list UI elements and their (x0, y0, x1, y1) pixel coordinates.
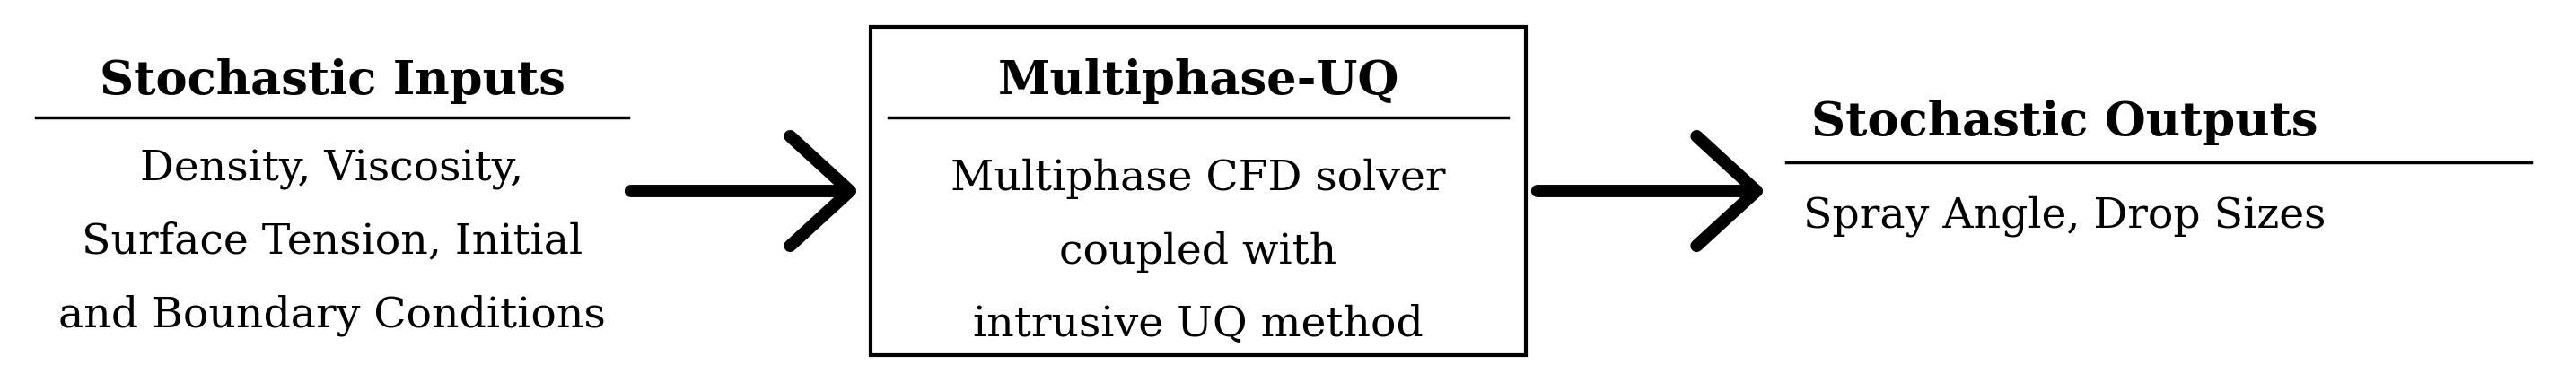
Text: Stochastic Outputs: Stochastic Outputs (1811, 99, 2318, 145)
Text: Density, Viscosity,
Surface Tension, Initial
and Boundary Conditions: Density, Viscosity, Surface Tension, Ini… (59, 150, 605, 337)
Text: Spray Angle, Drop Sizes: Spray Angle, Drop Sizes (1803, 196, 2326, 236)
Bar (871, 27, 1525, 355)
Text: Multiphase-UQ: Multiphase-UQ (997, 59, 1399, 104)
Text: Stochastic Inputs: Stochastic Inputs (100, 59, 564, 104)
Text: Multiphase CFD solver
coupled with
intrusive UQ method: Multiphase CFD solver coupled with intru… (951, 159, 1445, 345)
